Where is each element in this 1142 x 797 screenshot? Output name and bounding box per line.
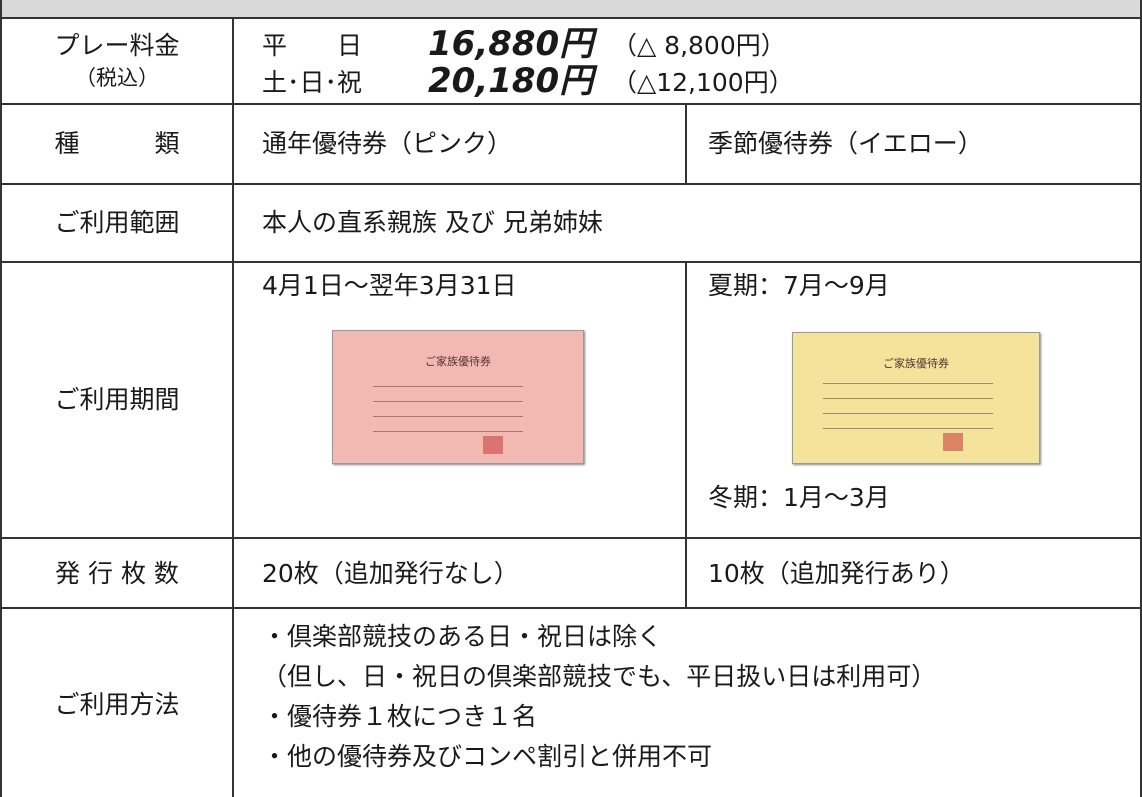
usage-line: ・優待券１枚につき１名	[262, 702, 538, 731]
decoration	[823, 428, 993, 429]
cell: 4月1日～翌年3月31日	[262, 271, 517, 300]
row-border	[0, 537, 1142, 539]
decoration	[373, 386, 523, 387]
cell: 冬期：1月～3月	[708, 483, 890, 512]
discount: （△ 8,800円）	[612, 31, 786, 60]
row-border	[0, 183, 1142, 185]
ticket-title: ご家族優待券	[883, 357, 949, 370]
row-label: ご利用期間	[54, 385, 180, 414]
decoration	[373, 431, 523, 432]
usage-line: （但し、日・祝日の倶楽部競技でも、平日扱い日は利用可）	[262, 662, 937, 691]
decoration	[373, 401, 523, 402]
cell: 10枚（追加発行あり）	[708, 559, 965, 588]
seal	[483, 436, 503, 454]
row-border	[0, 607, 1142, 609]
usage-line: ・他の優待券及びコンペ割引と併用不可	[262, 742, 713, 771]
day-type: 平 日	[262, 31, 363, 60]
decoration	[373, 416, 523, 417]
col-border	[1140, 0, 1142, 797]
seal	[943, 433, 963, 451]
cell: 本人の直系親族 及び 兄弟姉妹	[262, 208, 603, 237]
col-border	[685, 261, 687, 608]
decoration	[823, 383, 993, 384]
ticket-title: ご家族優待券	[425, 355, 491, 368]
col-border	[685, 103, 687, 184]
day-type: 土･日･祝	[262, 68, 363, 97]
row-border	[0, 261, 1142, 263]
row-label: 種 類	[54, 129, 180, 158]
row-label: ご利用方法	[54, 690, 180, 719]
row-label: プレー料金	[54, 31, 180, 60]
cell: 季節優待券（イエロー）	[708, 129, 983, 158]
row-sublabel: （税込）	[75, 66, 159, 90]
usage-line: ・倶楽部競技のある日・祝日は除く	[262, 622, 663, 651]
cell: 通年優待券（ピンク）	[262, 129, 513, 158]
decoration	[823, 413, 993, 414]
cell: 20枚（追加発行なし）	[262, 559, 519, 588]
row-border	[0, 17, 1142, 19]
cell: 夏期：7月～9月	[708, 271, 890, 300]
row-label: ご利用範囲	[54, 208, 180, 237]
row-border	[0, 103, 1142, 105]
col-border	[0, 0, 2, 797]
price: 20,180円	[428, 61, 594, 101]
price: 16,880円	[428, 24, 594, 64]
discount: （△12,100円）	[612, 68, 794, 97]
decoration	[823, 398, 993, 399]
yellow-ticket-image: ご家族優待券	[792, 332, 1040, 464]
col-border	[232, 17, 234, 797]
pink-ticket-image: ご家族優待券	[332, 330, 584, 464]
row-label: 発 行 枚 数	[55, 559, 179, 588]
header-band	[0, 0, 1142, 17]
